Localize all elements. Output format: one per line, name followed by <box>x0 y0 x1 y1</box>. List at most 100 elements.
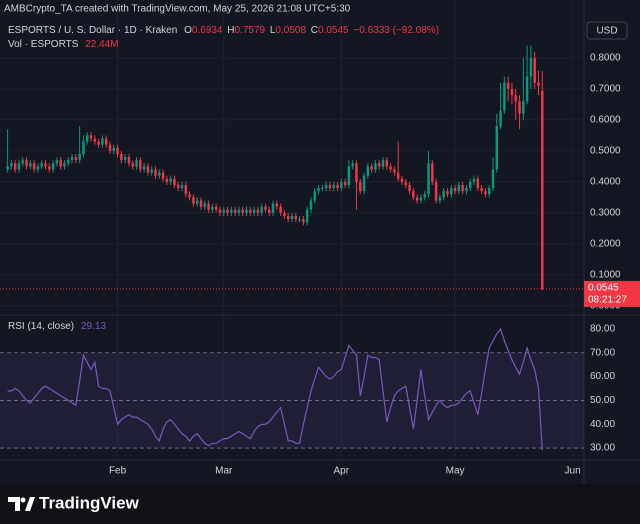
overlay: 0.00000.10000.20000.30000.40000.50000.60… <box>109 53 640 477</box>
candle-body <box>51 163 55 170</box>
candle-body <box>203 203 207 207</box>
candle-body <box>438 197 442 201</box>
candle-body <box>286 215 290 220</box>
candle-body <box>123 157 127 161</box>
candle-body <box>298 219 301 221</box>
candle-body <box>241 209 244 213</box>
candle-body <box>40 163 43 167</box>
candle-body <box>169 178 172 182</box>
candle-body <box>374 163 377 170</box>
candle-body <box>495 126 499 170</box>
candle-body <box>431 163 434 182</box>
candle-body <box>537 82 540 86</box>
candle-body <box>97 141 100 145</box>
candle-body <box>283 212 286 216</box>
candle-body <box>150 169 153 173</box>
candle-body <box>74 157 78 161</box>
currency-button[interactable] <box>586 21 628 40</box>
candle-body <box>70 157 74 161</box>
candle-body <box>529 57 533 77</box>
candle-body <box>135 160 138 167</box>
ohlc-value: 0.0545 <box>318 25 349 36</box>
change: −0.6333 (−92.08%) <box>353 25 439 36</box>
candle-body <box>533 57 536 83</box>
candle-body <box>252 209 256 213</box>
y-tick-label: 70.00 <box>590 347 615 358</box>
candle-body <box>351 163 354 167</box>
candle-body <box>453 188 457 192</box>
candle-body <box>385 160 389 167</box>
candle-body <box>36 166 40 170</box>
candle-body <box>469 181 472 189</box>
candle-body <box>321 188 324 190</box>
ohlc-value: 0.7579 <box>234 25 265 36</box>
y-tick-label: 0.5000 <box>590 146 621 157</box>
candle-body <box>264 206 267 210</box>
logo-mark <box>20 497 26 503</box>
candle-body <box>17 163 21 170</box>
candle-body <box>355 163 358 182</box>
volume-value: 22.44M <box>85 39 118 50</box>
currency[interactable]: USD <box>596 26 617 37</box>
candle-body <box>93 138 97 142</box>
candle-body <box>237 209 241 213</box>
candle-body <box>518 101 521 114</box>
y-tick-label: 0.3000 <box>590 207 621 218</box>
candle-body <box>423 194 426 198</box>
candle-body <box>271 203 275 213</box>
candle-body <box>233 209 237 213</box>
candle-body <box>359 181 362 192</box>
rsi-value: 29.13 <box>81 321 106 332</box>
candle-body <box>154 169 157 176</box>
candle-body <box>340 181 343 189</box>
candle-body <box>249 209 252 213</box>
candle-body <box>268 209 271 213</box>
rsi-legend: RSI (14, close) 29.13 <box>8 321 106 332</box>
candle-body <box>89 135 93 139</box>
y-tick-label: 0.7000 <box>590 84 621 95</box>
candle-body <box>294 215 298 220</box>
volume-legend: Vol · ESPORTS 22.44M <box>8 39 119 50</box>
last-price-label: 0.0545 <box>588 283 619 294</box>
candle-body <box>139 160 142 170</box>
candle-body <box>305 209 309 223</box>
candle-body <box>328 184 332 189</box>
candle-body <box>480 188 483 192</box>
rsi-line <box>7 327 543 451</box>
candle-body <box>404 181 407 185</box>
y-tick-label: 80.00 <box>590 324 615 335</box>
volume-label: Vol · ESPORTS <box>8 39 79 50</box>
candle-body <box>408 184 411 192</box>
candle-body <box>120 153 123 161</box>
y-tick-label: 40.00 <box>590 419 615 430</box>
candle-body <box>10 163 13 167</box>
candle-body <box>44 163 47 167</box>
ohlc-key: O <box>184 25 192 36</box>
candle-body <box>514 95 517 102</box>
candle-body <box>127 157 131 164</box>
candle-body <box>450 188 453 195</box>
candle-body <box>275 203 279 207</box>
x-tick-label: Jun <box>565 466 581 477</box>
candle-body <box>211 206 214 210</box>
candle-body <box>112 147 115 151</box>
candle-body <box>415 197 419 201</box>
ohlc-key: H <box>227 25 234 36</box>
y-tick-label: 0.6000 <box>590 115 621 126</box>
candle-body <box>177 184 180 189</box>
candle-body <box>522 101 525 114</box>
candle-body <box>63 163 66 167</box>
candle-body <box>184 184 188 195</box>
rsi-label: RSI (14, close) <box>8 321 74 332</box>
candle-body <box>370 166 373 170</box>
candle-body <box>199 200 203 207</box>
candle-body <box>487 188 491 195</box>
candle-body <box>396 172 400 179</box>
candle-body <box>188 194 191 198</box>
symbol-title: ESPORTS / U. S. Dollar · 1D · Kraken <box>8 25 177 36</box>
candle-body <box>180 184 184 189</box>
ohlc-key: L <box>270 25 276 36</box>
candle-body <box>461 184 464 192</box>
